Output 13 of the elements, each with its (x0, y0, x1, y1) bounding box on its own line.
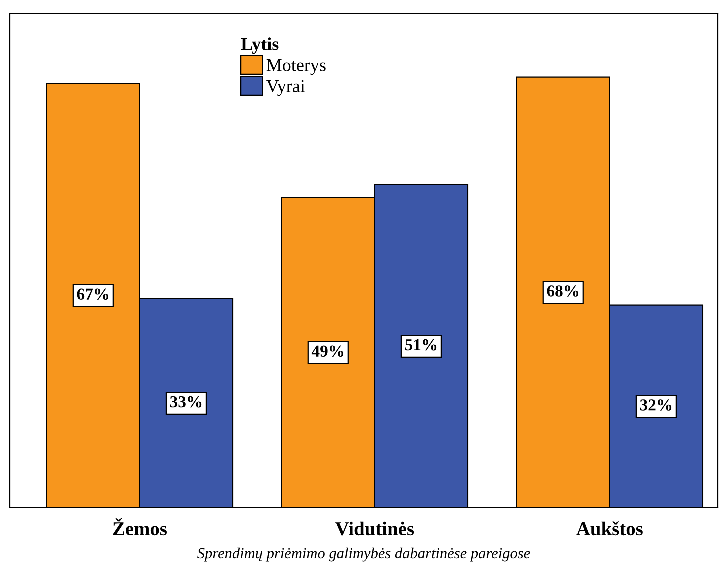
x-tick-label: Vidutinės (336, 522, 414, 536)
data-label: 33% (170, 396, 202, 408)
data-label: 68% (547, 286, 578, 297)
data-label: 49% (312, 346, 344, 358)
x-tick-label: Aukštos (576, 522, 643, 536)
data-label: 51% (405, 339, 437, 351)
legend-label: Moterys (266, 59, 326, 76)
data-label: 32% (640, 400, 672, 411)
legend-title: Lytis (241, 38, 279, 54)
x-axis-title: Sprendimų priėmimo galimybės dabartinėse pareigose (198, 548, 530, 562)
data-label: 67% (77, 288, 109, 300)
legend-label: Vyrai (266, 80, 306, 96)
x-tick-label: Žemos (113, 518, 168, 536)
